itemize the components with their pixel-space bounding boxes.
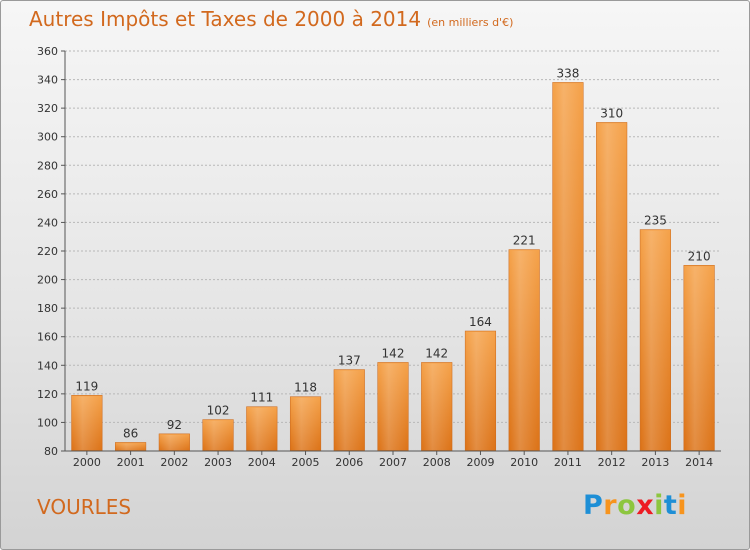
- brand-letter: t: [663, 490, 678, 521]
- y-tick-label: 260: [37, 188, 58, 201]
- y-tick-label: 320: [37, 102, 58, 115]
- bar-highlight: [641, 230, 670, 450]
- bar-value-label: 142: [382, 346, 405, 360]
- brand-letter: x: [636, 490, 655, 521]
- y-tick-label: 180: [37, 302, 58, 315]
- x-tick-label: 2000: [73, 456, 101, 469]
- bars-layer: 119 86 92 102 111 118 137 142 142 164 221 338 310 235…: [71, 66, 715, 452]
- x-tick-label: 2001: [117, 456, 145, 469]
- brand-logo: Proxiti: [583, 490, 687, 521]
- bar-value-label: 118: [294, 381, 317, 395]
- bar-value-label: 86: [123, 426, 138, 440]
- brand-letter: i: [677, 490, 688, 521]
- brand-letter: P: [583, 490, 604, 521]
- x-tick-label: 2010: [510, 456, 538, 469]
- x-tick-label: 2003: [204, 456, 232, 469]
- bar-highlight: [422, 363, 452, 450]
- bar-highlight: [247, 407, 277, 450]
- bar-value-label: 137: [338, 354, 361, 368]
- x-tick-label: 2004: [248, 456, 276, 469]
- brand-letter: i: [654, 490, 664, 521]
- x-tick-label: 2007: [379, 456, 407, 469]
- bar-highlight: [684, 266, 714, 450]
- x-tick-label: 2013: [641, 456, 669, 469]
- bar-value-label: 119: [75, 379, 98, 393]
- location-label: VOURLES: [37, 495, 132, 519]
- y-tick-label: 220: [37, 245, 58, 258]
- bar-highlight: [291, 397, 320, 450]
- bar-value-label: 164: [469, 315, 492, 329]
- bar-value-label: 221: [513, 234, 536, 248]
- y-tick-label: 160: [37, 331, 58, 344]
- y-tick-label: 300: [37, 131, 58, 144]
- chart-title-unit: (en milliers d'€): [427, 16, 514, 29]
- y-tick-label: 140: [37, 359, 58, 372]
- bar-value-label: 92: [167, 418, 182, 432]
- y-tick-label: 240: [37, 216, 58, 229]
- x-tick-label: 2002: [160, 456, 188, 469]
- brand-letter: o: [617, 490, 637, 521]
- bar-value-label: 142: [425, 346, 448, 360]
- bar-highlight: [203, 420, 233, 450]
- brand-letter: r: [603, 490, 618, 521]
- x-tick-label: 2005: [292, 456, 320, 469]
- bar-value-label: 338: [556, 66, 579, 80]
- bar-value-label: 310: [600, 106, 623, 120]
- bar-value-label: 111: [250, 391, 273, 405]
- x-tick-label: 2006: [335, 456, 363, 469]
- y-tick-label: 340: [37, 74, 58, 87]
- axis-layer: 80 100 120 140 160 180 200 220 240 260 280 300 320 34…: [37, 45, 721, 469]
- bar-value-label: 102: [207, 404, 230, 418]
- chart-title-main: Autres Impôts et Taxes de 2000 à 2014: [29, 7, 422, 31]
- bar-highlight: [160, 434, 189, 450]
- bar-highlight: [597, 123, 626, 450]
- bar-highlight: [553, 83, 583, 450]
- bar-highlight: [378, 363, 408, 450]
- x-tick-label: 2008: [423, 456, 451, 469]
- chart-title: Autres Impôts et Taxes de 2000 à 2014 (en…: [29, 7, 513, 31]
- bar-highlight: [72, 396, 102, 450]
- bar-highlight: [116, 443, 145, 450]
- y-tick-label: 80: [44, 445, 58, 458]
- y-tick-label: 200: [37, 274, 58, 287]
- x-tick-label: 2012: [598, 456, 626, 469]
- y-tick-label: 100: [37, 416, 58, 429]
- y-tick-label: 360: [37, 45, 58, 58]
- bar-highlight: [466, 332, 495, 450]
- bar-highlight: [334, 370, 364, 450]
- x-tick-label: 2014: [685, 456, 713, 469]
- x-tick-label: 2009: [466, 456, 494, 469]
- bar-value-label: 210: [688, 249, 711, 263]
- bar-highlight: [509, 250, 539, 450]
- y-tick-label: 280: [37, 159, 58, 172]
- bar-value-label: 235: [644, 214, 667, 228]
- y-tick-label: 120: [37, 388, 58, 401]
- x-tick-label: 2011: [554, 456, 582, 469]
